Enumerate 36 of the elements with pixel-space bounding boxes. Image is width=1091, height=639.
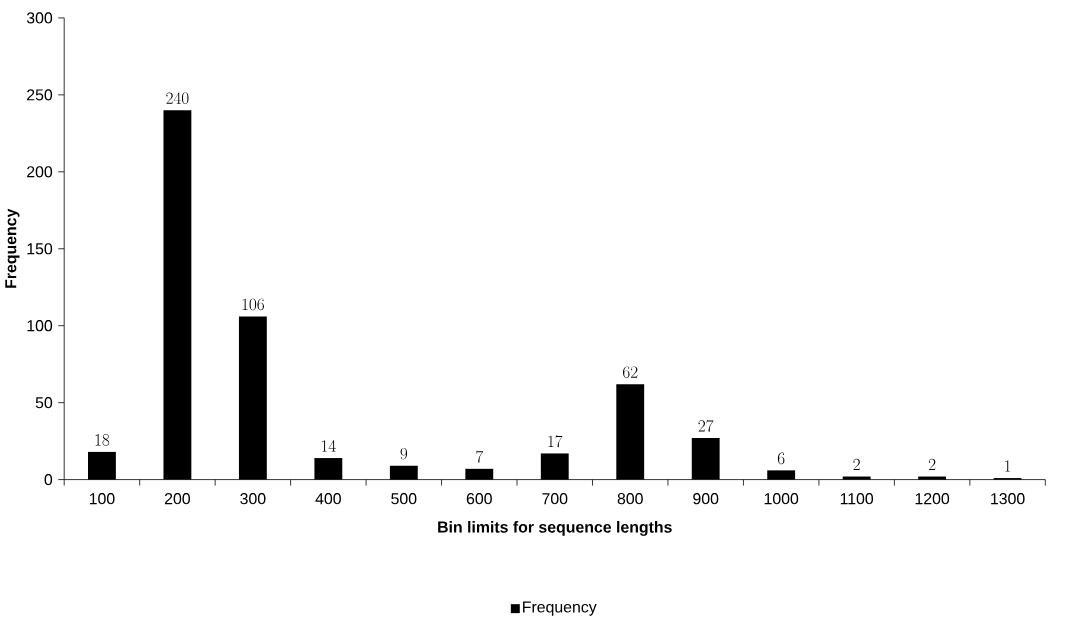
data-label: 2	[928, 458, 936, 471]
x-tick-label: 300	[240, 493, 266, 505]
x-tick-label: 1200	[915, 493, 950, 505]
x-tick-label: 700	[542, 493, 568, 505]
data-label: 2	[853, 458, 860, 471]
data-label: 62	[623, 366, 638, 379]
data-label: 6	[777, 452, 785, 465]
x-tick-label: 400	[315, 493, 341, 505]
x-tick-label: 1100	[840, 493, 874, 505]
x-tick-label: 800	[617, 493, 643, 505]
data-label: 240	[166, 92, 189, 105]
y-tick-label: 0	[44, 474, 53, 486]
x-axis-title: Bin limits for sequence lengths	[438, 521, 672, 536]
data-label: 27	[698, 420, 714, 432]
data-label: 1	[1005, 460, 1011, 472]
data-label: 17	[548, 435, 563, 448]
x-tick-label: 1000	[764, 493, 799, 505]
x-tick-label: 900	[693, 493, 719, 505]
data-label: 18	[95, 434, 110, 446]
data-label: 7	[476, 450, 484, 463]
y-tick-label: 250	[27, 89, 53, 101]
data-label: 14	[321, 440, 336, 452]
y-tick-label: 150	[27, 243, 53, 255]
y-axis-title: Frequency	[5, 208, 20, 288]
legend-label: Frequency	[523, 601, 597, 616]
y-tick-label: 300	[26, 12, 53, 24]
data-label: 106	[242, 298, 264, 311]
data-label: 9	[400, 448, 408, 460]
x-tick-label: 100	[89, 493, 115, 505]
x-tick-label: 500	[391, 493, 417, 505]
x-tick-label: 1300	[991, 493, 1025, 505]
x-tick-label: 200	[164, 493, 191, 505]
x-tick-label: 600	[466, 493, 492, 505]
y-tick-label: 50	[35, 397, 53, 409]
y-tick-label: 200	[27, 166, 53, 178]
y-tick-label: 100	[27, 320, 53, 332]
